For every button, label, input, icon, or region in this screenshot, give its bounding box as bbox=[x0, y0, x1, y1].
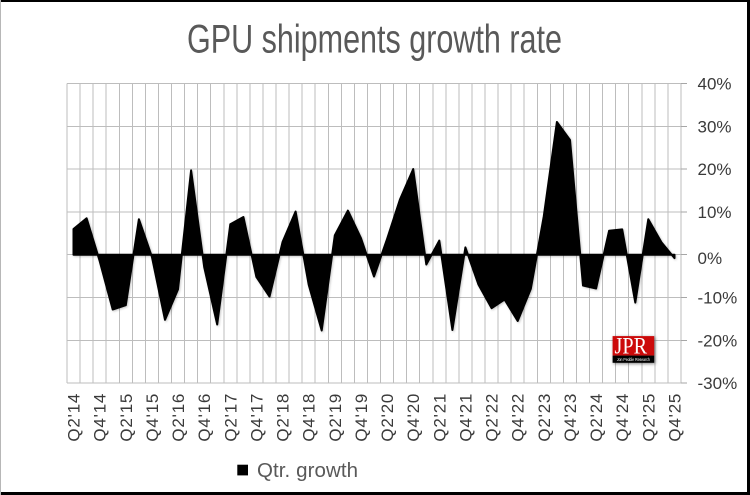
svg-text:Q4'17: Q4'17 bbox=[247, 394, 266, 442]
svg-text:GPU shipments growth rate: GPU shipments growth rate bbox=[187, 17, 562, 61]
svg-text:20%: 20% bbox=[698, 160, 732, 179]
svg-text:Q4'15: Q4'15 bbox=[143, 394, 162, 442]
svg-text:40%: 40% bbox=[698, 75, 732, 94]
svg-text:Q4'19: Q4'19 bbox=[352, 394, 371, 442]
svg-text:Q4'16: Q4'16 bbox=[195, 394, 214, 442]
svg-text:Q4'18: Q4'18 bbox=[300, 394, 319, 442]
svg-text:30%: 30% bbox=[698, 117, 732, 136]
svg-text:Q2'20: Q2'20 bbox=[378, 394, 397, 442]
svg-text:Q2'22: Q2'22 bbox=[483, 394, 502, 442]
svg-text:Q2'21: Q2'21 bbox=[430, 394, 449, 442]
svg-text:10%: 10% bbox=[698, 203, 732, 222]
svg-text:Q4'22: Q4'22 bbox=[509, 394, 528, 442]
svg-text:Q2'25: Q2'25 bbox=[639, 394, 658, 442]
svg-text:Q4'24: Q4'24 bbox=[613, 394, 632, 442]
svg-text:Q4'20: Q4'20 bbox=[404, 394, 423, 442]
svg-text:Q2'18: Q2'18 bbox=[274, 394, 293, 442]
svg-text:Q2'23: Q2'23 bbox=[535, 394, 554, 442]
svg-text:Q2'19: Q2'19 bbox=[326, 394, 345, 442]
svg-text:Q4'14: Q4'14 bbox=[91, 394, 110, 442]
svg-text:0%: 0% bbox=[698, 249, 723, 268]
svg-text:Qtr. growth: Qtr. growth bbox=[257, 459, 358, 482]
svg-text:Q2'17: Q2'17 bbox=[221, 394, 240, 442]
svg-text:Q2'16: Q2'16 bbox=[169, 394, 188, 442]
svg-text:Q2'24: Q2'24 bbox=[587, 394, 606, 442]
svg-text:Jon Peddie Research: Jon Peddie Research bbox=[617, 357, 651, 362]
svg-text:-20%: -20% bbox=[698, 331, 738, 350]
svg-text:Q4'21: Q4'21 bbox=[456, 394, 475, 442]
svg-text:-30%: -30% bbox=[698, 374, 738, 393]
svg-text:-10%: -10% bbox=[698, 289, 738, 308]
svg-text:Q2'15: Q2'15 bbox=[117, 394, 136, 442]
svg-text:Q4'25: Q4'25 bbox=[666, 394, 685, 442]
svg-text:Q4'23: Q4'23 bbox=[561, 394, 580, 442]
svg-text:Q2'14: Q2'14 bbox=[65, 394, 84, 442]
svg-text:JPR: JPR bbox=[615, 333, 648, 358]
